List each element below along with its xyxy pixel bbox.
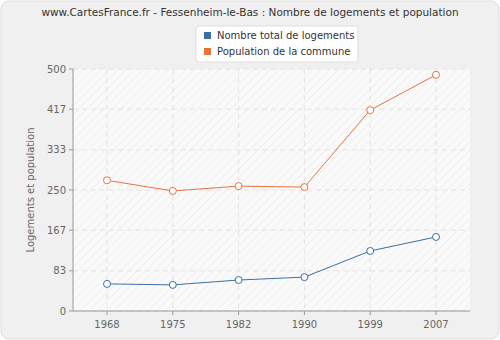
plot-marks	[104, 71, 440, 288]
point	[367, 247, 374, 254]
y-tick-label: 250	[47, 185, 66, 196]
point	[104, 280, 111, 287]
point	[169, 281, 176, 288]
grid-line	[107, 69, 108, 311]
title: www.CartesFrance.fr - Fessenheim-le-Bas …	[41, 6, 458, 18]
y-tick-label: 417	[47, 104, 66, 115]
y-tick	[69, 149, 73, 150]
x-tick-label: 1982	[226, 319, 251, 330]
y-tick-label: 83	[53, 265, 66, 276]
grid-line	[73, 109, 470, 110]
point	[235, 277, 242, 284]
y-tick-label: 333	[47, 144, 66, 155]
y-tick	[69, 311, 73, 312]
chart-bg	[1, 1, 499, 339]
y-tick-label: 0	[60, 306, 66, 317]
point	[367, 107, 374, 114]
grid-line	[73, 149, 470, 150]
x-tick-label: 1999	[357, 319, 382, 330]
x-tick-label: 1968	[94, 319, 119, 330]
legend-swatch	[204, 32, 211, 39]
x-tick	[107, 311, 108, 315]
chart: 0 83 167 250 333 417 500 1968 1975 1982 1990 1999 20…	[0, 0, 500, 340]
series-line	[107, 75, 436, 191]
x-tick	[238, 311, 239, 315]
y-tick	[69, 270, 73, 271]
y-axis	[73, 69, 74, 311]
grid-line	[370, 69, 371, 311]
grid-line	[73, 270, 470, 271]
point	[301, 184, 308, 191]
x-tick-label: 1990	[292, 319, 317, 330]
grid-line	[73, 190, 470, 191]
x-axis	[73, 311, 470, 312]
point	[433, 233, 440, 240]
plot-bg	[73, 69, 470, 311]
y-tick-label: 167	[47, 225, 66, 236]
point	[169, 187, 176, 194]
point	[433, 71, 440, 78]
grid-line	[436, 69, 437, 311]
legend-label: Population de la commune	[217, 46, 350, 57]
y-tick	[69, 190, 73, 191]
grid-line	[73, 230, 470, 231]
x-tick-label: 2007	[423, 319, 448, 330]
point	[301, 274, 308, 281]
x-tick	[172, 311, 173, 315]
page-bg	[0, 0, 500, 340]
point	[104, 177, 111, 184]
legend-box	[196, 26, 358, 62]
y-axis-label: Logements et population	[25, 127, 36, 252]
grid-line	[73, 311, 470, 312]
series-line	[107, 237, 436, 285]
y-tick	[69, 109, 73, 110]
y-tick	[69, 230, 73, 231]
point	[235, 183, 242, 190]
y-tick	[69, 69, 73, 70]
x-tick	[370, 311, 371, 315]
legend-swatch	[204, 48, 211, 55]
x-tick-label: 1975	[160, 319, 185, 330]
y-tick-label: 500	[47, 64, 66, 75]
grid-line	[73, 69, 470, 70]
x-tick	[304, 311, 305, 315]
legend-label: Nombre total de logements	[217, 30, 354, 41]
x-tick	[436, 311, 437, 315]
